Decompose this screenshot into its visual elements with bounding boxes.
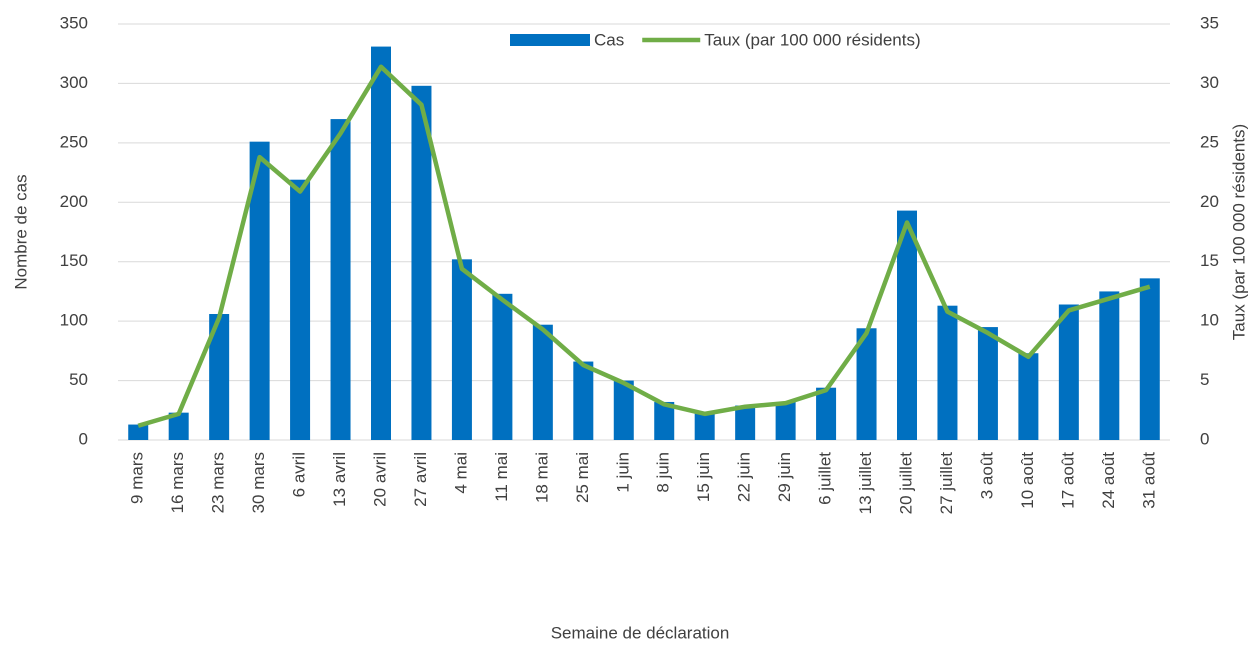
legend-swatch: [510, 34, 590, 46]
bar: [897, 210, 917, 440]
bar: [128, 424, 149, 440]
bar: [411, 85, 432, 440]
bar: [816, 387, 837, 440]
y2-tick-label: 15: [1200, 251, 1219, 270]
bar: [654, 401, 675, 440]
bar: [613, 380, 634, 440]
y-tick-label: 300: [60, 73, 88, 92]
x-tick-label: 1 juin: [613, 452, 632, 493]
legend-label: Taux (par 100 000 résidents): [704, 30, 920, 49]
y2-tick-label: 10: [1200, 311, 1219, 330]
x-tick-label: 25 mai: [573, 452, 592, 503]
bar: [977, 327, 998, 440]
x-tick-label: 30 mars: [249, 452, 268, 513]
x-tick-label: 18 mai: [532, 452, 551, 503]
x-tick-label: 4 mai: [451, 452, 470, 494]
x-tick-label: 22 juin: [735, 452, 754, 502]
x-tick-label: 13 avril: [330, 452, 349, 507]
bar: [1018, 353, 1039, 440]
bar: [532, 324, 553, 440]
y2-tick-label: 5: [1200, 370, 1209, 389]
x-tick-label: 29 juin: [775, 452, 794, 502]
y2-tick-label: 30: [1200, 73, 1219, 92]
bar: [168, 412, 189, 440]
bar: [1139, 278, 1160, 440]
bar: [694, 412, 715, 440]
y-tick-label: 350: [60, 13, 88, 32]
bar: [1058, 304, 1079, 440]
x-tick-label: 11 mai: [492, 452, 511, 502]
x-tick-label: 31 août: [1139, 452, 1158, 509]
y-tick-label: 150: [60, 251, 88, 270]
y-axis-title: Nombre de cas: [11, 174, 30, 289]
y2-tick-label: 35: [1200, 13, 1219, 32]
bar: [209, 314, 230, 440]
x-tick-label: 6 avril: [290, 452, 309, 497]
bar: [492, 293, 513, 440]
y-tick-label: 250: [60, 132, 88, 151]
bar: [856, 328, 877, 440]
x-tick-label: 15 juin: [694, 452, 713, 502]
bar: [937, 305, 958, 440]
bar: [573, 361, 594, 440]
y-tick-label: 50: [69, 370, 88, 389]
x-tick-label: 3 août: [977, 452, 996, 500]
x-tick-label: 27 avril: [411, 452, 430, 507]
bar: [775, 401, 796, 440]
line: [137, 64, 1151, 428]
x-tick-label: 20 juillet: [896, 452, 915, 515]
y2-tick-label: 25: [1200, 132, 1219, 151]
legend-label: Cas: [594, 30, 624, 49]
bar: [371, 46, 391, 440]
y-tick-label: 200: [60, 192, 88, 211]
y2-tick-label: 0: [1200, 429, 1209, 448]
bar: [290, 179, 311, 440]
x-tick-label: 27 juillet: [937, 452, 956, 515]
x-tick-label: 23 mars: [209, 452, 228, 513]
x-tick-label: 24 août: [1099, 452, 1118, 509]
y2-tick-label: 20: [1200, 192, 1219, 211]
x-tick-label: 13 juillet: [856, 452, 875, 515]
x-tick-label: 16 mars: [168, 452, 187, 513]
bar: [451, 259, 472, 440]
bar: [735, 405, 756, 440]
y-tick-label: 100: [60, 311, 88, 330]
bar: [330, 119, 351, 440]
bar: [1099, 291, 1120, 440]
x-tick-label: 6 juillet: [816, 452, 835, 505]
x-axis-title: Semaine de déclaration: [551, 623, 730, 642]
y-tick-label: 0: [79, 429, 88, 448]
x-tick-label: 20 avril: [370, 452, 389, 507]
x-tick-label: 9 mars: [128, 452, 147, 504]
x-tick-label: 8 juin: [654, 452, 673, 493]
x-tick-label: 17 août: [1058, 452, 1077, 509]
x-tick-label: 10 août: [1018, 452, 1037, 509]
y2-axis-title: Taux (par 100 000 résidents): [1229, 124, 1248, 340]
bar: [249, 141, 270, 440]
